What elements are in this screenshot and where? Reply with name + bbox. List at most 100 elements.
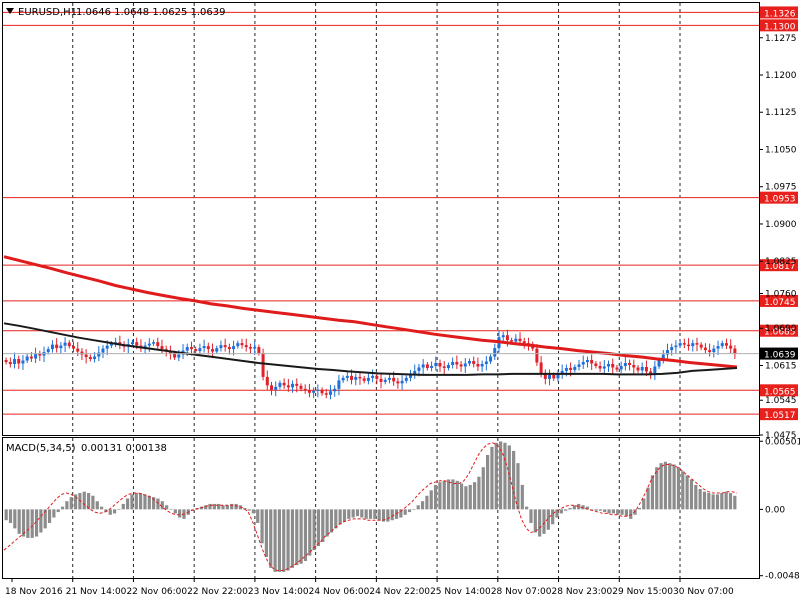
candle-body (708, 350, 712, 353)
macd-bar (208, 503, 212, 510)
candle-body (569, 367, 573, 370)
level-tag-label: 1.0565 (764, 387, 796, 397)
candle-body (594, 363, 598, 366)
macd-label: 0.00501 (765, 437, 800, 447)
level-tag (760, 408, 798, 421)
macd-bar (368, 509, 373, 519)
candle-body (493, 348, 497, 357)
macd-bar (178, 509, 182, 518)
macd-bar (82, 491, 86, 510)
macd-bar (685, 475, 689, 510)
macd-bar (308, 509, 312, 556)
candle-body (640, 366, 644, 371)
macd-bar (338, 509, 342, 525)
candle-body (143, 345, 147, 348)
level-tag (760, 324, 798, 337)
macd-bar (60, 506, 65, 510)
price-label: 1.1050 (765, 145, 797, 155)
macd-bar (603, 509, 607, 513)
candle-body (341, 377, 345, 381)
candle-body (303, 388, 307, 391)
macd-bar (620, 509, 624, 515)
horizontal-levels[interactable]: 1.1326 1.1300 1.0953 1.0817 1.0745 1.0685 1.05… (3, 6, 798, 421)
macd-bar (230, 503, 234, 510)
candle-body (320, 389, 324, 394)
time-label: 23 Nov 14:00 (248, 587, 309, 597)
candle-body (227, 347, 231, 350)
macd-bar (416, 505, 420, 510)
candle-body (198, 348, 202, 352)
triangle-down-icon[interactable] (6, 8, 14, 14)
macd-bar (568, 508, 572, 510)
macd-bar (442, 480, 446, 510)
macd-bar (459, 483, 464, 510)
candle-body (661, 354, 665, 361)
candle-body (50, 344, 54, 350)
candle-body (417, 367, 421, 371)
current-price-label: 1.0639 (764, 351, 796, 361)
macd-bar (464, 486, 468, 510)
candle-body (699, 344, 703, 348)
time-axis: 18 Nov 2016 21 Nov 14:00 22 Nov 06:00 22 No… (5, 578, 734, 597)
macd-label: -0.00488 (765, 572, 800, 582)
macd-bar (277, 509, 282, 572)
candle-body (392, 377, 396, 382)
candle-body (25, 356, 29, 361)
macd-bar (611, 509, 615, 514)
macd-bar (655, 467, 659, 510)
macd-bar (204, 505, 208, 510)
macd-bar (386, 509, 390, 522)
candle-body (109, 343, 113, 346)
macd-pane[interactable] (2, 437, 760, 579)
candle-body (248, 347, 252, 349)
candle-body (514, 338, 518, 342)
ma-slow-line (3, 255, 738, 369)
macd-bar (156, 498, 160, 510)
candle-body (324, 393, 328, 395)
macd-bar (724, 491, 728, 510)
candle-body (682, 343, 686, 345)
candle-body (489, 356, 493, 362)
candle-body (152, 342, 156, 344)
macd-bar (364, 509, 368, 519)
macd-bar (390, 509, 394, 521)
candle-body (274, 386, 278, 390)
price-label: 1.1125 (765, 108, 797, 118)
candle-body (632, 364, 636, 368)
candle-body (261, 353, 265, 377)
candle-body (328, 391, 332, 395)
candle-body (733, 348, 737, 354)
macd-bar (594, 509, 598, 511)
candle-body (177, 354, 181, 358)
candle-body (560, 370, 564, 375)
macd-bar (629, 509, 633, 519)
candle-body (118, 342, 122, 345)
price-pane[interactable] (2, 2, 760, 436)
candle-body (265, 376, 269, 386)
candle-body (194, 349, 198, 352)
macd-bar (399, 509, 403, 518)
candle-body (135, 342, 139, 346)
candle-body (543, 372, 547, 379)
macd-bar (256, 509, 260, 523)
price-candles (4, 329, 737, 400)
ma-fast-line (3, 322, 738, 376)
candle-body (425, 364, 429, 368)
macd-bar (546, 509, 550, 530)
candle-body (206, 346, 210, 350)
price-label: 1.0900 (765, 220, 797, 230)
candle-body (455, 362, 459, 365)
candle-body (299, 385, 303, 389)
macd-bar (373, 509, 377, 519)
candle-body (63, 342, 67, 346)
macd-bar (152, 497, 156, 510)
candle-body (219, 345, 223, 349)
candle-body (505, 335, 509, 341)
candle-body (556, 374, 560, 379)
macd-bar (637, 508, 642, 510)
macd-bar (169, 509, 173, 510)
candle-body (337, 380, 341, 389)
macd-bar (681, 471, 685, 510)
candle-body (400, 380, 404, 384)
